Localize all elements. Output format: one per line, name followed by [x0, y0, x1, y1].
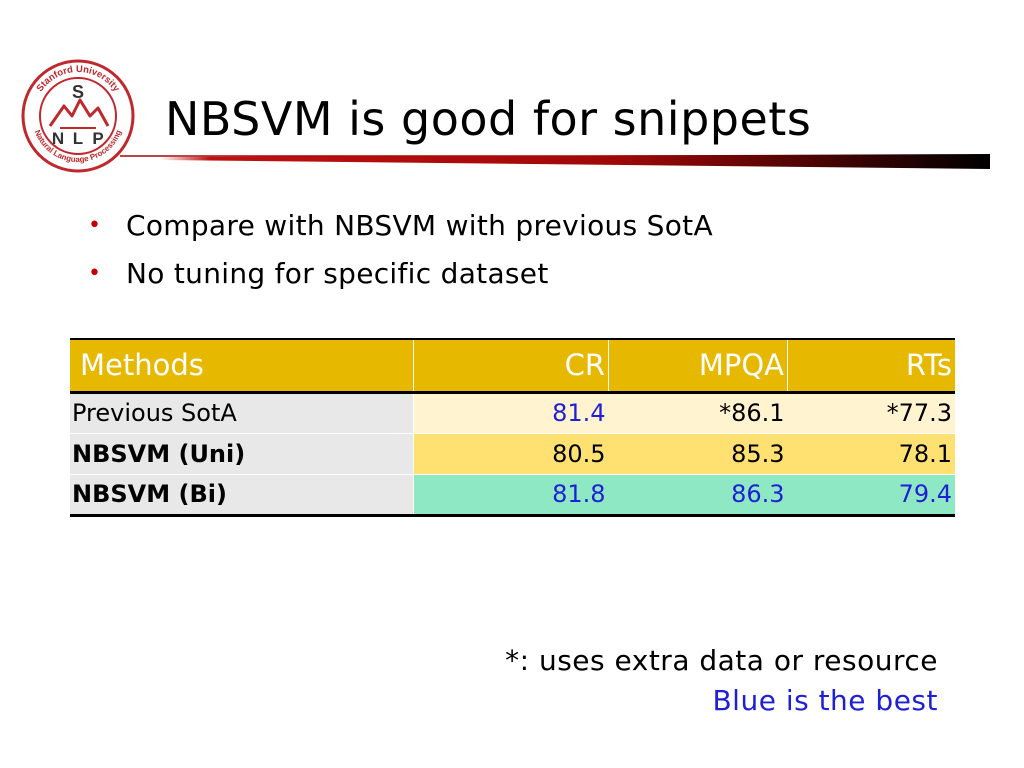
bullet-list: • Compare with NBSVM with previous SotA …	[88, 202, 713, 298]
svg-text:P: P	[92, 129, 103, 148]
header-cr: CR	[413, 338, 609, 394]
mpqa-cell: 85.3	[608, 432, 788, 474]
cr-cell: 80.5	[413, 432, 609, 474]
rts-cell: *77.3	[787, 392, 955, 433]
mpqa-cell: *86.1	[608, 392, 788, 433]
rts-cell: 78.1	[787, 432, 955, 474]
bullet-text: Compare with NBSVM with previous SotA	[126, 209, 713, 242]
bullet-item: • Compare with NBSVM with previous SotA	[88, 202, 713, 250]
footnote-blue-best: Blue is the best	[712, 684, 938, 717]
svg-text:N: N	[52, 129, 64, 148]
mpqa-cell: 86.3	[608, 473, 788, 517]
table-row: NBSVM (Bi) 81.8 86.3 79.4	[70, 473, 955, 517]
method-cell: NBSVM (Uni)	[70, 432, 414, 474]
svg-text:L: L	[73, 129, 83, 148]
cr-cell: 81.4	[413, 392, 609, 433]
table-row: Previous SotA 81.4 *86.1 *77.3	[70, 392, 955, 433]
footnote-extra-data: *: uses extra data or resource	[505, 644, 938, 677]
bullet-icon: •	[88, 261, 102, 286]
stanford-nlp-logo: Stanford University Natural Language Pro…	[21, 59, 135, 173]
header-mpqa: MPQA	[608, 338, 788, 394]
header-rts: RTs	[787, 338, 955, 394]
table-header-row: Methods CR MPQA RTs	[70, 338, 955, 394]
bullet-icon: •	[88, 213, 102, 238]
results-table: Methods CR MPQA RTs Previous SotA 81.4 *…	[70, 338, 955, 517]
table-row: NBSVM (Uni) 80.5 85.3 78.1	[70, 432, 955, 474]
header-methods: Methods	[70, 338, 414, 394]
bullet-text: No tuning for specific dataset	[126, 257, 549, 290]
slide-title: NBSVM is good for snippets	[165, 92, 812, 146]
rts-cell: 79.4	[787, 473, 955, 517]
method-cell: NBSVM (Bi)	[70, 473, 414, 517]
title-underline	[120, 154, 990, 169]
bullet-item: • No tuning for specific dataset	[88, 250, 713, 298]
method-cell: Previous SotA	[70, 392, 414, 433]
svg-text:S: S	[72, 82, 84, 102]
cr-cell: 81.8	[413, 473, 609, 517]
